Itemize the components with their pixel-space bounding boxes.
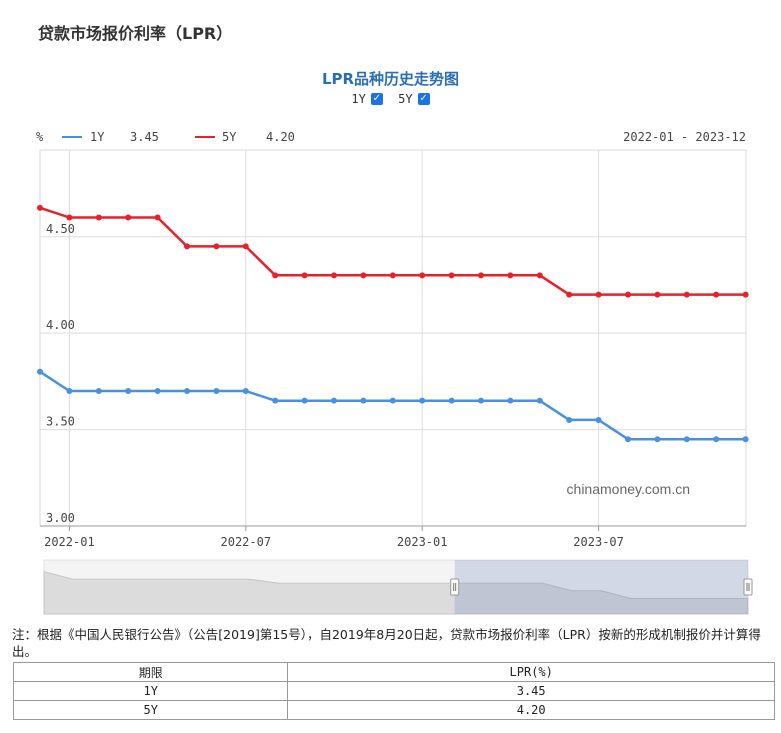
data-point-1y [331,397,337,404]
data-point-5y [66,214,73,221]
data-point-5y [507,272,514,279]
range-navigator[interactable] [43,559,753,615]
data-point-1y [154,388,161,395]
data-point-5y [389,272,396,279]
table-header-row: 期限 LPR(%) [12,662,775,682]
data-point-1y [125,388,132,395]
series-toggles: 1Y ✓ 5Y ✓ [0,92,781,106]
data-point-5y [536,272,543,279]
data-point-5y [95,214,102,221]
lpr-table: 期限 LPR(%) 1Y 3.45 5Y 4.20 [12,662,775,720]
x-tick-label: 2023-01 [397,535,448,549]
data-point-1y [37,368,43,375]
chart-legend: % 1Y 3.45 5Y 4.20 2022-01 - 2023-12 [36,130,746,144]
navigator-handle[interactable] [743,578,753,596]
data-point-1y [213,388,220,395]
data-point-5y [272,272,279,279]
table-header-term: 期限 [12,662,289,682]
navigator-area [43,571,749,615]
table-row: 5Y 4.20 [12,700,775,720]
plot-area [39,149,747,527]
data-point-5y [213,243,220,250]
date-range-label: 2022-01 - 2023-12 [623,130,746,144]
data-point-1y [742,436,749,443]
data-point-1y [683,436,690,443]
x-tick-label: 2023-07 [573,535,624,549]
page-title: 贷款市场报价利率（LPR） [38,24,233,43]
data-point-5y [301,272,308,279]
y-tick-label: 4.00 [46,318,75,332]
data-point-5y [742,291,749,298]
data-point-1y [478,397,484,404]
data-point-5y [478,272,484,279]
data-point-1y [566,416,573,423]
data-point-5y [242,243,249,250]
navigator-handle[interactable] [450,578,460,596]
navigator-selection [454,560,748,614]
data-point-1y [389,397,396,404]
data-point-5y [184,243,190,250]
x-tick-label: 2022-07 [221,535,272,549]
data-point-1y [184,388,190,395]
data-point-1y [713,436,720,443]
toggle-1y-checkbox[interactable]: ✓ [370,93,383,105]
data-point-1y [66,388,73,395]
legend-1y-value: 3.45 [130,130,159,144]
data-point-5y [331,272,337,279]
chart-title: LPR品种历史走势图 [321,70,460,88]
y-tick-label: 3.00 [46,511,75,525]
x-tick-label: 2022-01 [44,535,95,549]
data-point-1y [301,397,308,404]
toggle-5y-checkbox[interactable]: ✓ [417,93,430,105]
y-tick-label: 4.50 [46,222,75,236]
legend-5y-value: 4.20 [266,130,295,144]
toggle-5y-label: 5Y [398,92,413,106]
table-cell-rate: 4.20 [287,700,775,720]
data-point-1y [507,397,514,404]
data-point-5y [125,214,132,221]
y-tick-label: 3.50 [46,415,75,429]
data-point-5y [595,291,602,298]
data-point-5y [448,272,455,279]
data-point-5y [713,291,720,298]
toggle-1y[interactable]: 1Y ✓ [351,92,383,106]
data-point-5y [419,272,426,279]
legend-1y-name[interactable]: 1Y [90,130,105,144]
y-unit-label: % [36,130,44,144]
data-point-5y [360,272,367,279]
table-cell-rate: 3.45 [287,681,775,701]
lpr-line-chart: 4.50 4.00 3.50 3.00 2022-01 2022-07 2023-01 202… [36,130,753,615]
data-point-1y [242,388,249,395]
methodology-note: 注：根据《中国人民银行公告》（公告[2019]第15号），自2019年8月20日… [12,627,761,659]
data-point-1y [419,397,426,404]
toggle-5y[interactable]: 5Y ✓ [398,92,430,106]
table-header-lpr: LPR(%) [287,662,775,682]
data-point-1y [360,397,367,404]
legend-5y-name[interactable]: 5Y [222,130,237,144]
watermark: chinamoney.com.cn [567,481,690,497]
data-point-5y [566,291,573,298]
toggle-1y-label: 1Y [351,92,366,106]
table-row: 1Y 3.45 [12,681,775,701]
data-point-1y [625,436,631,443]
data-point-1y [654,436,661,443]
table-cell-term: 1Y [12,681,289,701]
data-point-1y [95,388,102,395]
data-point-5y [654,291,661,298]
data-point-5y [683,291,690,298]
data-point-1y [272,397,279,404]
data-point-5y [625,291,631,298]
data-point-5y [37,204,43,211]
chart-labels: 4.50 4.00 3.50 3.00 2022-01 2022-07 2023-01 202… [44,222,624,549]
table-cell-term: 5Y [12,700,289,720]
chart-series [37,204,749,443]
data-point-1y [448,397,455,404]
data-point-1y [595,416,602,423]
chart-grid [39,149,747,531]
data-point-1y [536,397,543,404]
data-point-5y [154,214,161,221]
